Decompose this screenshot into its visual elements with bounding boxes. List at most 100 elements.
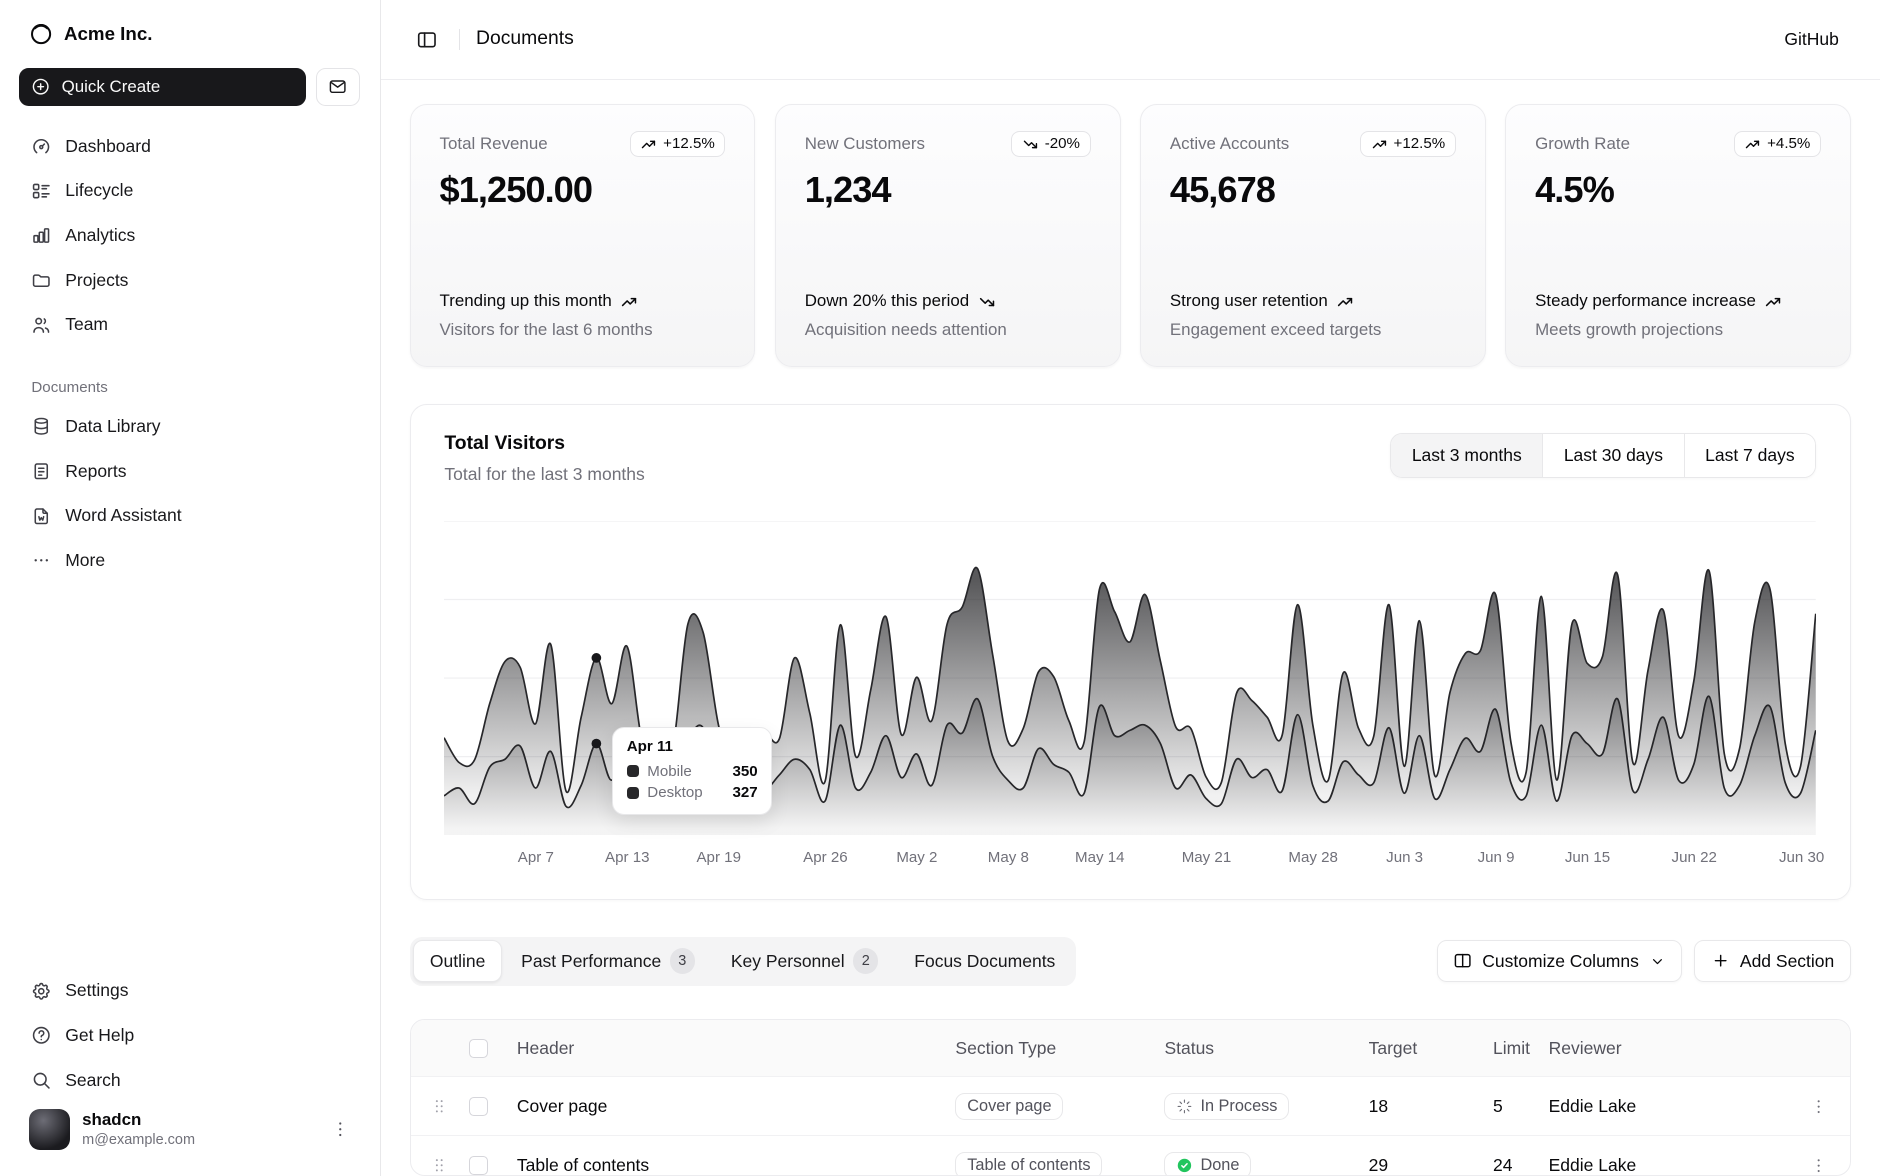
sidebar-item-word-assistant[interactable]: Word Assistant — [19, 495, 360, 536]
trend-badge: +12.5% — [1360, 131, 1456, 156]
table-header-row: Header Section Type Status Target Limit … — [411, 1020, 1850, 1077]
sidebar-toggle-button[interactable] — [410, 22, 444, 56]
file-word-icon — [31, 506, 52, 527]
x-axis-tick: May 8 — [988, 849, 1029, 866]
row-header-cell[interactable]: Cover page — [517, 1096, 956, 1117]
select-all-checkbox[interactable] — [469, 1039, 488, 1058]
chart-titles: Total Visitors Total for the last 3 mont… — [444, 433, 644, 484]
chart-title: Total Visitors — [444, 433, 644, 455]
section-type-badge: Table of contents — [955, 1152, 1102, 1176]
x-axis-tick: Apr 26 — [803, 849, 847, 866]
dashboard-icon — [31, 136, 52, 157]
row-checkbox[interactable] — [469, 1156, 488, 1175]
row-header-cell[interactable]: Table of contents — [517, 1155, 956, 1176]
trending-up-icon — [1764, 293, 1782, 311]
sidebar-item-dashboard[interactable]: Dashboard — [19, 126, 360, 167]
trend-badge: +12.5% — [630, 131, 726, 156]
column-reviewer: Reviewer — [1549, 1038, 1788, 1059]
stat-card-active-accounts: Active Accounts +12.5% 45,678 Strong use… — [1140, 104, 1486, 367]
tab-focus-documents[interactable]: Focus Documents — [898, 940, 1072, 982]
range-option-7-days[interactable]: Last 7 days — [1684, 434, 1816, 477]
tab-key-personnel[interactable]: Key Personnel 2 — [714, 940, 895, 982]
row-checkbox[interactable] — [469, 1097, 488, 1116]
trend-badge: +4.5% — [1734, 131, 1821, 156]
trending-down-icon — [978, 293, 996, 311]
sidebar-item-settings[interactable]: Settings — [19, 970, 360, 1011]
dots-vertical-icon[interactable] — [330, 1119, 351, 1140]
sidebar-item-reports[interactable]: Reports — [19, 451, 360, 492]
quick-create-button[interactable]: Quick Create — [19, 68, 306, 107]
select-all-cell — [469, 1039, 517, 1058]
quick-create-label: Quick Create — [62, 77, 161, 97]
drag-handle-icon[interactable] — [429, 1096, 450, 1117]
chart-subtitle: Total for the last 3 months — [444, 464, 644, 485]
sidebar-item-data-library[interactable]: Data Library — [19, 406, 360, 447]
sidebar-item-get-help[interactable]: Get Help — [19, 1015, 360, 1056]
sidebar-footer-nav: Settings Get Help Search — [19, 970, 360, 1100]
drag-handle-icon[interactable] — [429, 1155, 450, 1175]
dots-vertical-icon — [1809, 1156, 1828, 1175]
x-axis-tick: Jun 3 — [1386, 849, 1423, 866]
user-menu[interactable]: shadcn m@example.com — [19, 1101, 360, 1159]
github-link[interactable]: GitHub — [1784, 29, 1851, 50]
x-axis-tick: May 28 — [1288, 849, 1338, 866]
trend-badge: -20% — [1011, 131, 1091, 156]
lifecycle-icon — [31, 181, 52, 202]
limit-cell[interactable]: 5 — [1485, 1096, 1549, 1117]
page-title: Documents — [476, 28, 574, 50]
stat-card-footer-title: Strong user retention — [1170, 289, 1456, 314]
plus-icon — [1711, 951, 1730, 970]
sidebar-item-analytics[interactable]: Analytics — [19, 215, 360, 256]
table-row-table-of-contents: Table of contents Table of contents Done… — [411, 1136, 1850, 1175]
app-root: Acme Inc. Quick Create Dashboard Lifecyc… — [0, 0, 1880, 1176]
sidebar-item-search[interactable]: Search — [19, 1060, 360, 1101]
sidebar-item-more[interactable]: More — [19, 540, 360, 581]
stat-card-label: Active Accounts — [1170, 131, 1289, 153]
reviewer-cell[interactable]: Eddie Lake — [1549, 1096, 1788, 1117]
x-axis-tick: Jun 30 — [1779, 849, 1824, 866]
topbar: Documents GitHub — [381, 0, 1880, 80]
main-area: Documents GitHub Total Revenue +12.5% $1… — [381, 0, 1880, 1176]
sidebar-item-team[interactable]: Team — [19, 304, 360, 345]
target-cell[interactable]: 29 — [1360, 1155, 1484, 1176]
row-menu-button[interactable] — [1803, 1091, 1834, 1122]
range-option-30-days[interactable]: Last 30 days — [1542, 434, 1683, 477]
target-cell[interactable]: 18 — [1360, 1096, 1484, 1117]
trending-up-icon — [640, 136, 657, 153]
stat-cards: Total Revenue +12.5% $1,250.00 Trending … — [410, 104, 1851, 367]
stat-card-footer-title: Trending up this month — [440, 289, 726, 314]
tooltip-date: Apr 11 — [627, 738, 758, 755]
desktop-series-swatch — [627, 787, 639, 799]
tab-past-performance[interactable]: Past Performance 3 — [504, 940, 711, 982]
tab-outline[interactable]: Outline — [413, 940, 502, 982]
sidebar-item-projects[interactable]: Projects — [19, 260, 360, 301]
stat-card-label: Total Revenue — [440, 131, 548, 153]
stat-card-total-revenue: Total Revenue +12.5% $1,250.00 Trending … — [410, 104, 756, 367]
sidebar-item-lifecycle[interactable]: Lifecycle — [19, 170, 360, 211]
sidebar-section-documents: Documents — [19, 379, 360, 396]
stat-card-footer-title: Down 20% this period — [805, 289, 1091, 314]
x-axis-tick: Apr 19 — [696, 849, 740, 866]
customize-columns-button[interactable]: Customize Columns — [1437, 940, 1683, 982]
range-toggle-group: Last 3 months Last 30 days Last 7 days — [1390, 433, 1816, 478]
trending-up-icon — [1744, 136, 1761, 153]
panel-left-icon — [416, 29, 438, 51]
topbar-divider — [459, 29, 460, 51]
x-axis-tick: Apr 13 — [605, 849, 649, 866]
range-option-3-months[interactable]: Last 3 months — [1391, 434, 1542, 477]
x-axis-tick: May 21 — [1182, 849, 1232, 866]
total-visitors-card: Total Visitors Total for the last 3 mont… — [410, 404, 1851, 901]
view-tabs: Outline Past Performance 3 Key Personnel… — [410, 937, 1076, 986]
reviewer-cell[interactable]: Eddie Lake — [1549, 1155, 1788, 1176]
row-menu-button[interactable] — [1803, 1150, 1834, 1176]
inbox-button[interactable] — [316, 68, 361, 107]
brand-name: Acme Inc. — [64, 23, 152, 45]
sidebar-documents-nav: Data Library Reports Word Assistant More — [19, 406, 360, 581]
brand-menu[interactable]: Acme Inc. — [19, 14, 360, 53]
mobile-series-swatch — [627, 765, 639, 777]
visitors-area-chart[interactable]: Apr 11 Mobile 350 Desktop 327 — [444, 521, 1816, 835]
limit-cell[interactable]: 24 — [1485, 1155, 1549, 1176]
add-section-button[interactable]: Add Section — [1694, 940, 1851, 982]
status-badge: Done — [1164, 1152, 1251, 1176]
tooltip-row-mobile: Mobile 350 — [627, 763, 758, 780]
